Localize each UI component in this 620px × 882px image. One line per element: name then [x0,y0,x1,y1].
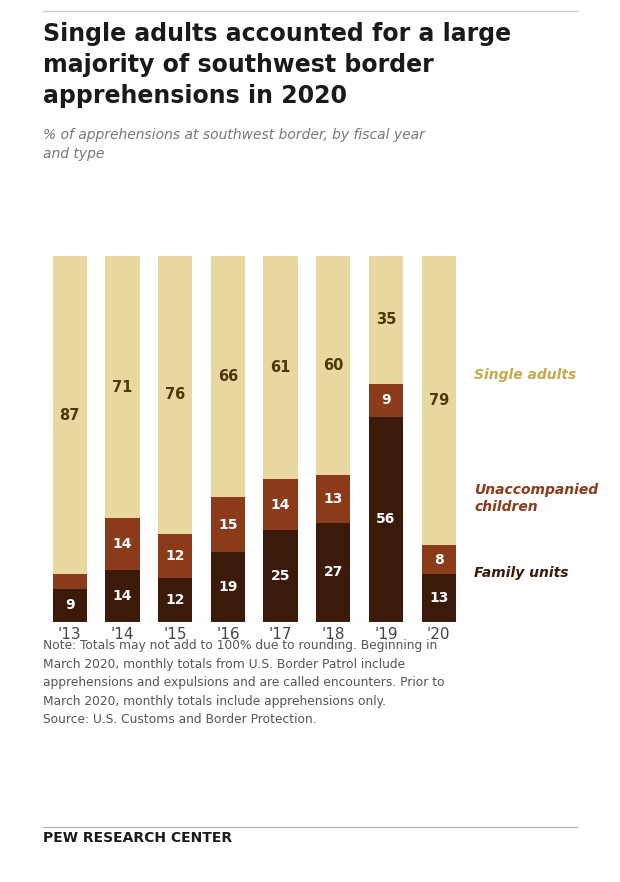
Bar [105,519,140,570]
Text: 9: 9 [381,393,391,407]
Text: % of apprehensions at southwest border, by fiscal year
and type: % of apprehensions at southwest border, … [43,128,425,161]
Bar [53,589,87,622]
Bar [422,256,456,545]
Text: 71: 71 [112,379,133,394]
Text: 12: 12 [166,549,185,563]
Text: 14: 14 [271,497,290,512]
Bar [158,256,192,534]
Text: 61: 61 [270,360,291,375]
Text: 27: 27 [324,565,343,579]
Bar [369,384,403,417]
Text: 79: 79 [428,392,449,407]
Bar [369,417,403,622]
Text: Single adults: Single adults [474,368,577,382]
Text: 14: 14 [113,537,132,551]
Bar [316,256,350,475]
Text: 14: 14 [113,589,132,603]
Bar [53,256,87,574]
Text: 60: 60 [323,358,343,373]
Bar [158,534,192,578]
Text: majority of southwest border: majority of southwest border [43,53,434,77]
Text: Note: Totals may not add to 100% due to rounding. Beginning in
March 2020, month: Note: Totals may not add to 100% due to … [43,639,445,727]
Text: 12: 12 [166,593,185,607]
Text: 15: 15 [218,518,237,532]
Text: 13: 13 [324,492,343,506]
Bar [105,570,140,622]
Text: 25: 25 [271,569,290,583]
Bar [369,256,403,384]
Text: 76: 76 [165,387,185,402]
Text: 13: 13 [429,591,448,605]
Text: 35: 35 [376,312,396,327]
Bar [422,574,456,622]
Text: 9: 9 [65,598,74,612]
Text: PEW RESEARCH CENTER: PEW RESEARCH CENTER [43,831,232,845]
Text: Family units: Family units [474,566,569,580]
Text: Unaccompanied
children: Unaccompanied children [474,482,598,514]
Text: 87: 87 [60,407,80,422]
Text: 66: 66 [218,369,238,384]
Bar [53,574,87,589]
Bar [264,256,298,479]
Text: 56: 56 [376,512,396,527]
Text: Single adults accounted for a large: Single adults accounted for a large [43,22,511,46]
Text: 8: 8 [434,553,443,566]
Bar [105,256,140,519]
Bar [422,545,456,574]
Bar [316,475,350,523]
Bar [316,523,350,622]
Text: 19: 19 [218,580,237,594]
Bar [264,479,298,530]
Bar [158,578,192,622]
Bar [211,497,245,552]
Bar [211,552,245,622]
Bar [211,256,245,497]
Bar [264,530,298,622]
Text: apprehensions in 2020: apprehensions in 2020 [43,84,347,108]
